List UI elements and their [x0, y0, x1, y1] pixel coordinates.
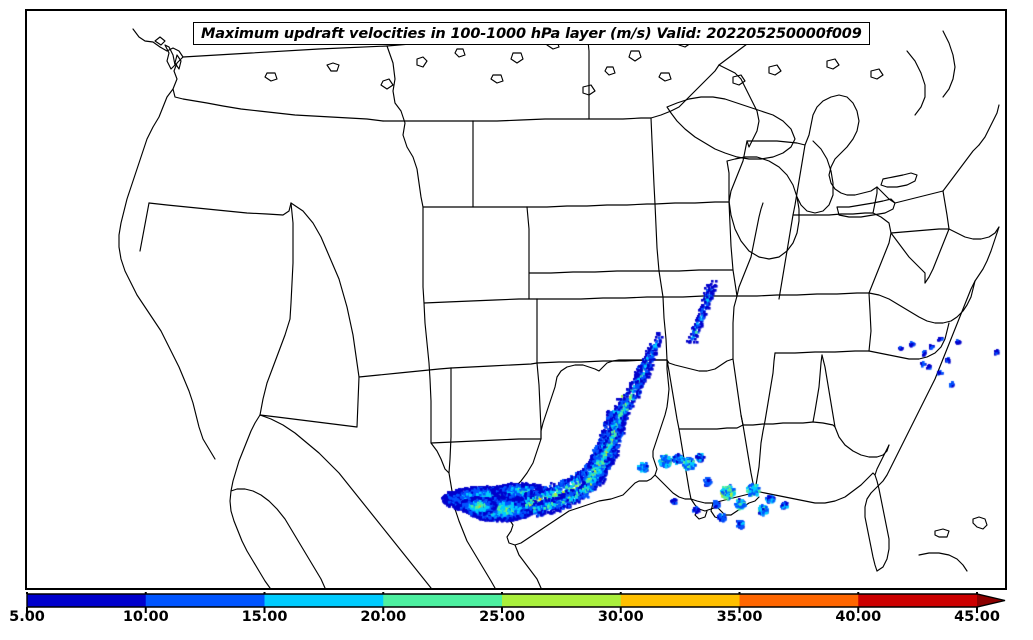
colorbar-band — [383, 594, 503, 607]
colorbar-tick-label: 25.00 — [479, 609, 525, 625]
colorbar-tick-label: 20.00 — [360, 609, 407, 625]
title-banner: Maximum updraft velocities in 100-1000 h… — [193, 22, 870, 45]
colorbar-band — [502, 594, 622, 607]
colorbar-band — [739, 594, 859, 607]
colorbar-tick-label: 40.00 — [835, 609, 882, 625]
colorbar: 5.00 10.00 15.00 20.00 25.00 30.00 35.00 40.00 4… — [0, 592, 1033, 640]
map-panel: Maximum updraft velocities in 100-1000 h… — [25, 9, 1007, 590]
colorbar-band — [620, 594, 740, 607]
colorbar-tick-label: 10.00 — [122, 609, 169, 625]
updraft-velocity-field — [27, 11, 1005, 588]
colorbar-band — [264, 594, 384, 607]
colorbar-tick-label: 45.00 — [954, 609, 1000, 625]
colorbar-tick-label: 35.00 — [716, 609, 763, 625]
colorbar-band — [145, 594, 265, 607]
colorbar-tick-label: 5.00 — [9, 609, 45, 625]
colorbar-tick-label: 30.00 — [597, 609, 644, 625]
colorbar-tick-label: 15.00 — [241, 609, 288, 625]
colorbar-band — [858, 594, 978, 607]
colorbar-bands — [26, 592, 1006, 613]
page-title: Maximum updraft velocities in 100-1000 h… — [201, 25, 862, 42]
colorbar-band — [27, 594, 147, 607]
colorbar-outline — [26, 593, 1006, 608]
colorbar-extend-arrow — [977, 594, 1005, 607]
